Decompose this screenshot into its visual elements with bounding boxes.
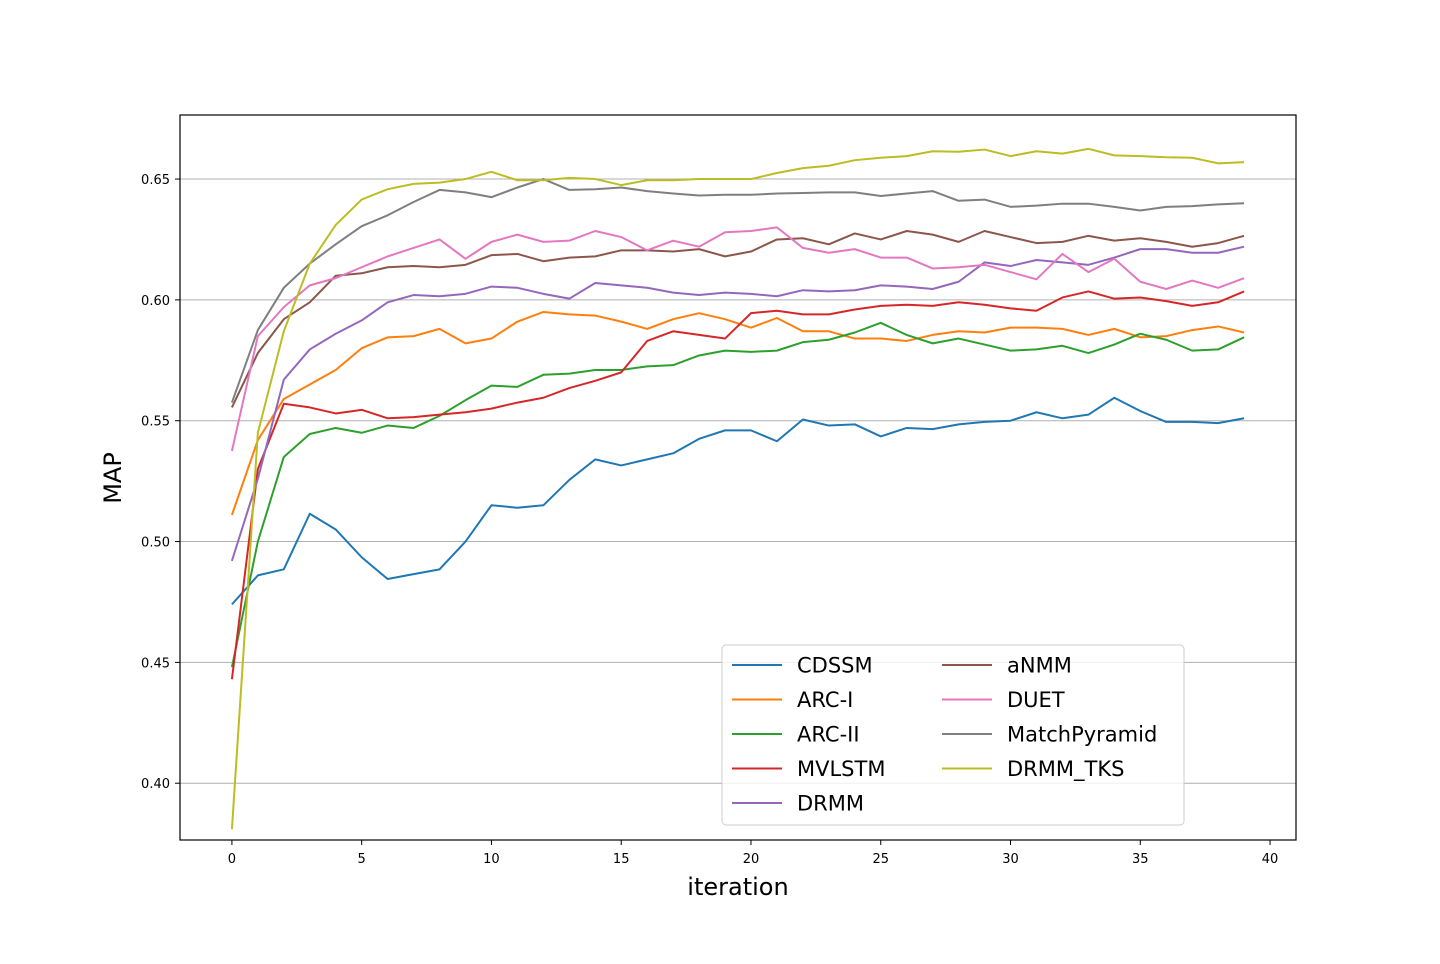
series-line-cdssm <box>231 396 1245 606</box>
series-line-mvlstm <box>230 290 1245 680</box>
series-line-matchpyramid <box>230 178 1245 403</box>
plot-frame <box>179 114 1297 841</box>
y-tick-label: 0.65 <box>141 173 170 188</box>
y-axis-ticks: 0.40 0.45 0.50 0.55 0.60 0.65 <box>141 173 180 792</box>
y-tick-label: 0.40 <box>141 777 170 792</box>
y-tick-label: 0.60 <box>141 294 170 309</box>
x-tick-label: 40 <box>1262 852 1279 867</box>
y-tick-label: 0.55 <box>141 415 170 430</box>
series-line-anmm <box>231 230 1245 408</box>
legend-label-drmm: DRMM <box>797 792 864 816</box>
series-line-drmm <box>230 245 1245 562</box>
y-tick-label: 0.45 <box>141 656 170 671</box>
series-line-arc-ii <box>230 321 1245 668</box>
legend-label-arc-i: ARC-I <box>797 688 853 712</box>
x-tick-label: 10 <box>483 852 500 867</box>
x-tick-label: 25 <box>872 852 889 867</box>
legend-label-matchpyramid: MatchPyramid <box>1007 723 1157 747</box>
x-tick-label: 30 <box>1002 852 1019 867</box>
legend-label-mvlstm: MVLSTM <box>797 757 885 781</box>
series-lines <box>230 147 1245 830</box>
legend-label-cdssm: CDSSM <box>797 654 873 678</box>
series-line-drmm-tks <box>230 147 1245 830</box>
x-tick-label: 15 <box>613 852 630 867</box>
y-tick-label: 0.50 <box>141 536 170 551</box>
legend-label-anmm: aNMM <box>1007 654 1072 678</box>
x-axis-title: iteration <box>687 873 788 901</box>
y-axis-title: MAP <box>99 452 127 504</box>
x-tick-label: 20 <box>743 852 760 867</box>
legend-label-drmm-tks: DRMM_TKS <box>1007 757 1124 782</box>
x-axis-ticks: 0 5 10 15 20 25 30 35 40 <box>228 840 1279 867</box>
series-line-duet <box>230 226 1245 452</box>
series-line-arc-i <box>230 310 1245 516</box>
x-tick-label: 5 <box>358 852 366 867</box>
legend-label-arc-ii: ARC-II <box>797 723 860 747</box>
x-tick-label: 0 <box>228 852 236 867</box>
legend: CDSSM ARC-I ARC-II MVLSTM DRMM aNMM DUET MatchP… <box>721 644 1185 826</box>
legend-label-duet: DUET <box>1007 688 1065 712</box>
x-tick-label: 35 <box>1132 852 1149 867</box>
